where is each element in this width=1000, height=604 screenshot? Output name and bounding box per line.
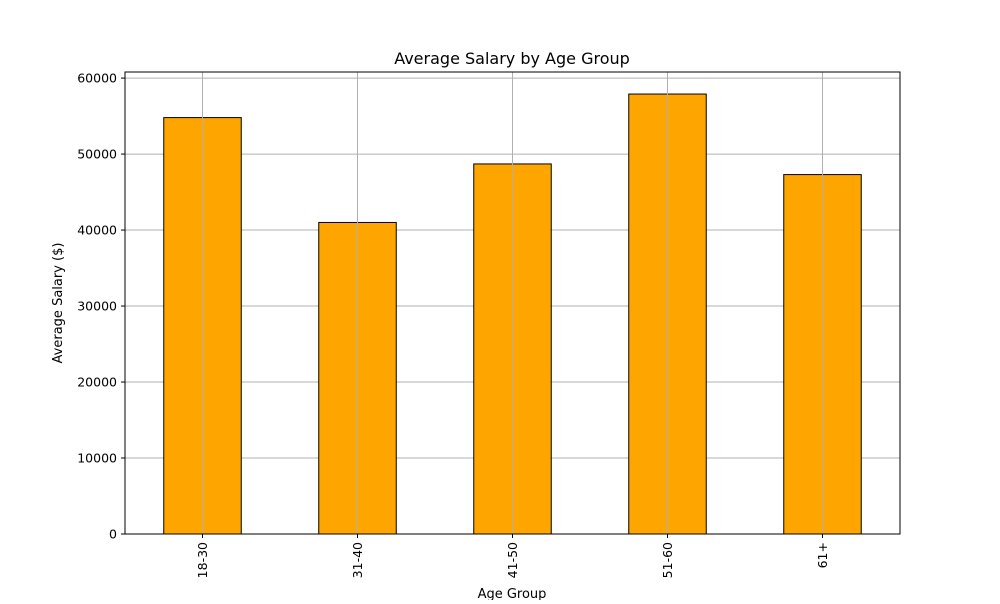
y-tick-label: 20000 <box>77 375 117 390</box>
y-axis-label: Average Salary ($) <box>51 243 66 364</box>
y-tick-label: 10000 <box>77 451 117 466</box>
y-tick-label: 60000 <box>77 71 117 86</box>
chart-title: Average Salary by Age Group <box>394 49 630 68</box>
x-tick-label: 51-60 <box>660 542 675 578</box>
y-tick-label: 50000 <box>77 147 117 162</box>
x-tick-label: 31-40 <box>350 542 365 578</box>
x-axis-label: Age Group <box>478 587 547 600</box>
vertical-grid-lines <box>202 72 823 534</box>
x-tick-label: 18-30 <box>195 542 210 578</box>
y-tick-label: 30000 <box>77 299 117 314</box>
x-tick-label: 41-50 <box>505 542 520 578</box>
y-tick-label: 40000 <box>77 223 117 238</box>
y-tick-label: 0 <box>109 527 117 542</box>
x-axis-ticks: 18-30 31-40 41-50 51-60 61+ <box>195 534 830 578</box>
x-tick-label: 61+ <box>815 542 830 568</box>
y-axis-ticks: 0 10000 20000 30000 40000 50000 60000 <box>77 71 125 542</box>
